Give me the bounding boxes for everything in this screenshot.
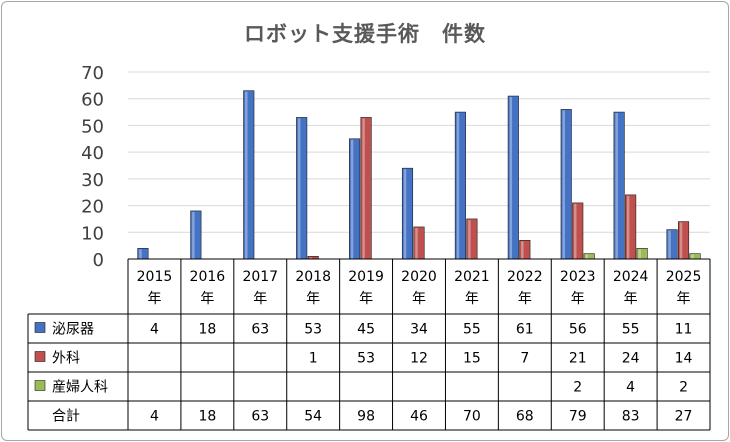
table-cell: 83 bbox=[622, 409, 640, 425]
category-label: 年 bbox=[359, 291, 373, 307]
bar-highlight bbox=[350, 139, 354, 259]
category-label: 年 bbox=[624, 291, 638, 307]
table-cell: 4 bbox=[150, 409, 159, 425]
category-label: 2020 bbox=[401, 269, 437, 285]
bar-group bbox=[137, 90, 701, 260]
bar-highlight bbox=[585, 254, 588, 259]
y-tick-label: 50 bbox=[81, 116, 104, 137]
category-label: 2025 bbox=[666, 269, 702, 285]
legend-label: 外科 bbox=[52, 351, 80, 367]
legend-swatch bbox=[34, 322, 46, 333]
y-tick-label: 30 bbox=[81, 170, 104, 191]
bar-highlight bbox=[245, 91, 248, 259]
table-cell: 24 bbox=[622, 351, 640, 367]
legend-swatch bbox=[34, 380, 46, 391]
bar-highlight bbox=[638, 249, 641, 259]
bar-highlight bbox=[403, 169, 407, 259]
category-label: 年 bbox=[306, 291, 320, 307]
category-label: 2019 bbox=[348, 269, 384, 285]
category-label: 2021 bbox=[454, 269, 490, 285]
table-cell: 70 bbox=[463, 409, 481, 425]
category-label: 年 bbox=[253, 291, 267, 307]
table-cell: 34 bbox=[410, 322, 428, 338]
table-cell: 98 bbox=[357, 409, 375, 425]
bar-highlight bbox=[509, 97, 513, 260]
category-label: 年 bbox=[465, 291, 479, 307]
category-label: 年 bbox=[518, 291, 532, 307]
bar-highlight bbox=[626, 195, 630, 259]
bar-highlight bbox=[192, 211, 195, 259]
bar-highlight bbox=[309, 257, 312, 259]
bar-highlight bbox=[573, 203, 577, 259]
table-cell: 53 bbox=[304, 322, 322, 338]
bar-highlight bbox=[297, 118, 301, 260]
category-label: 2015 bbox=[137, 269, 173, 285]
bar-highlight bbox=[139, 249, 142, 259]
legend-swatch bbox=[34, 351, 46, 362]
table-cell: 7 bbox=[520, 351, 529, 367]
table-cell: 63 bbox=[251, 409, 269, 425]
table-cell: 15 bbox=[463, 351, 481, 367]
bar-highlight bbox=[415, 227, 418, 259]
table-cell: 45 bbox=[357, 322, 375, 338]
category-label: 年 bbox=[571, 291, 585, 307]
category-label: 年 bbox=[147, 291, 161, 307]
category-label: 2017 bbox=[242, 269, 278, 285]
bar-highlight bbox=[362, 118, 365, 260]
bar-highlight bbox=[615, 113, 618, 259]
table-cell: 54 bbox=[304, 409, 322, 425]
table-cell: 1 bbox=[309, 351, 318, 367]
bar-highlight bbox=[679, 222, 683, 259]
category-label: 2024 bbox=[613, 269, 649, 285]
chart-title: ロボット支援手術 件数 bbox=[244, 22, 486, 46]
category-label: 2016 bbox=[190, 269, 226, 285]
category-label: 2018 bbox=[295, 269, 331, 285]
y-tick-label: 70 bbox=[81, 63, 104, 84]
bar-highlight bbox=[562, 110, 565, 260]
category-label: 年 bbox=[200, 291, 214, 307]
table-cell: 12 bbox=[410, 351, 428, 367]
table-cell: 27 bbox=[675, 409, 693, 425]
y-tick-label: 0 bbox=[93, 250, 104, 271]
table-cell: 11 bbox=[675, 322, 693, 338]
legend-label: 泌尿器 bbox=[52, 322, 94, 338]
bar-highlight bbox=[668, 230, 671, 259]
y-tick-label: 20 bbox=[81, 197, 104, 218]
table-cell: 4 bbox=[626, 380, 635, 396]
totals-label: 合計 bbox=[52, 409, 80, 425]
table-cell: 68 bbox=[516, 409, 534, 425]
table-cell: 21 bbox=[569, 351, 587, 367]
category-label: 年 bbox=[412, 291, 426, 307]
table-cell: 18 bbox=[198, 409, 216, 425]
category-label: 2022 bbox=[507, 269, 543, 285]
table-cell: 4 bbox=[150, 322, 159, 338]
table-cell: 55 bbox=[622, 322, 640, 338]
table-cell: 2 bbox=[679, 380, 688, 396]
category-label: 年 bbox=[677, 291, 691, 307]
table-cell: 46 bbox=[410, 409, 428, 425]
table-cell: 61 bbox=[516, 322, 534, 338]
y-tick-label: 60 bbox=[81, 90, 104, 111]
bar-highlight bbox=[468, 219, 471, 259]
bar-highlight bbox=[456, 113, 460, 259]
table-cell: 2 bbox=[573, 380, 582, 396]
table-cell: 63 bbox=[251, 322, 269, 338]
table-cell: 56 bbox=[569, 322, 587, 338]
category-label: 2023 bbox=[560, 269, 596, 285]
data-table: 2015 年 2016 年 2017 年 2018 年 2019 年 2020 年 2021 年 2022 年… bbox=[27, 258, 711, 431]
y-tick-label: 10 bbox=[81, 223, 104, 244]
table-cell: 18 bbox=[198, 322, 216, 338]
table-cell: 53 bbox=[357, 351, 375, 367]
bar-highlight bbox=[691, 254, 694, 259]
bar-highlight bbox=[521, 241, 524, 259]
y-tick-label: 40 bbox=[81, 143, 104, 164]
table-cell: 79 bbox=[569, 409, 587, 425]
table-cell: 55 bbox=[463, 322, 481, 338]
legend-label: 産婦人科 bbox=[52, 379, 108, 396]
table-cell: 14 bbox=[675, 351, 693, 367]
